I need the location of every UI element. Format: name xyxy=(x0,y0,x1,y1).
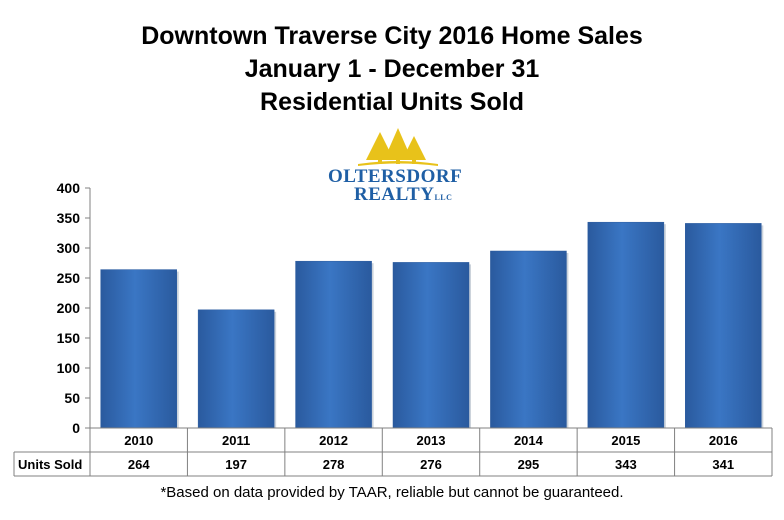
data-label: 264 xyxy=(128,457,150,472)
x-tick-label: 2014 xyxy=(514,433,544,448)
x-tick-label: 2015 xyxy=(611,433,640,448)
chart-title: Downtown Traverse City 2016 Home Sales J… xyxy=(0,20,784,119)
logo-realty-text: REALTY xyxy=(354,184,435,205)
bar-2014 xyxy=(490,250,567,429)
bar-2011 xyxy=(197,309,275,429)
y-tick-label: 250 xyxy=(57,270,81,286)
x-tick-label: 2013 xyxy=(417,433,446,448)
bar-2012 xyxy=(295,260,372,429)
y-tick-label: 400 xyxy=(57,180,81,196)
y-tick-label: 300 xyxy=(57,240,81,256)
data-label: 197 xyxy=(225,457,247,472)
title-line-2: January 1 - December 31 xyxy=(244,55,540,83)
data-label: 341 xyxy=(712,457,734,472)
bars xyxy=(100,221,764,429)
data-label: 276 xyxy=(420,457,442,472)
bar-2010 xyxy=(100,269,177,429)
bar-2015 xyxy=(587,221,665,429)
x-tick-label: 2016 xyxy=(709,433,738,448)
y-tick-label: 50 xyxy=(64,390,80,406)
y-tick-label: 100 xyxy=(57,360,81,376)
title-line-3: Residential Units Sold xyxy=(260,88,524,116)
bar-2016 xyxy=(685,223,762,429)
bar-2013 xyxy=(392,262,470,429)
logo-word-realty: REALTYLLC xyxy=(354,184,452,206)
footnote: *Based on data provided by TAAR, reliabl… xyxy=(160,484,624,501)
y-tick-label: 150 xyxy=(57,330,81,346)
oltersdorf-realty-logo: OLTERSDORF REALTYLLC xyxy=(318,128,478,212)
title-line-1: Downtown Traverse City 2016 Home Sales xyxy=(141,22,643,50)
logo-llc-text: LLC xyxy=(434,193,453,202)
data-label: 278 xyxy=(323,457,345,472)
y-tick-label: 0 xyxy=(72,420,80,436)
y-axis: 0 50 100 150 200 250 300 350 400 xyxy=(57,180,91,436)
data-table: 2010 264 2011 197 2012 278 2013 276 2014 295 2015 3… xyxy=(13,427,773,477)
pine-trees-icon xyxy=(358,128,438,166)
data-label: 295 xyxy=(518,457,540,472)
data-label: 343 xyxy=(615,457,637,472)
logo-word-oltersdorf: OLTERSDORF xyxy=(328,166,463,187)
y-tick-label: 350 xyxy=(57,210,81,226)
x-tick-label: 2010 xyxy=(124,433,153,448)
x-tick-label: 2011 xyxy=(222,433,250,448)
series-name: Units Sold xyxy=(18,457,82,472)
x-tick-label: 2012 xyxy=(319,433,348,448)
y-tick-label: 200 xyxy=(57,300,81,316)
